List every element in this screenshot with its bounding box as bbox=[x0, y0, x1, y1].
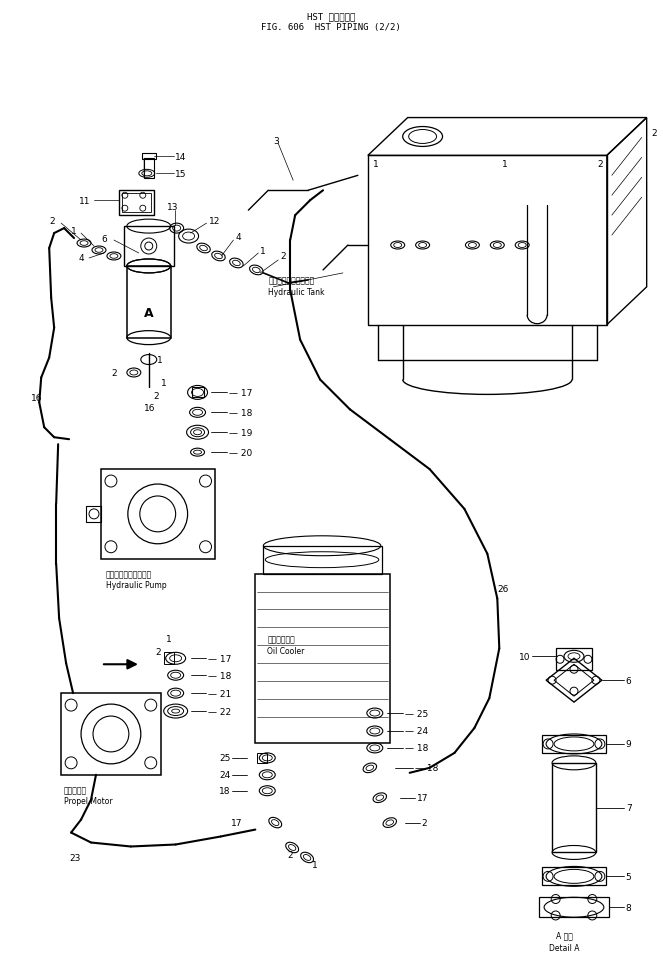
Text: Oil Cooler: Oil Cooler bbox=[267, 646, 304, 655]
Text: 17: 17 bbox=[231, 819, 243, 827]
Text: 1: 1 bbox=[373, 159, 379, 168]
Text: 23: 23 bbox=[69, 853, 80, 862]
Text: 2: 2 bbox=[280, 252, 286, 261]
Text: 1: 1 bbox=[261, 246, 266, 255]
Text: 24: 24 bbox=[219, 771, 231, 779]
Text: 17: 17 bbox=[416, 793, 428, 802]
Text: ハイドロリックタンク: ハイドロリックタンク bbox=[269, 276, 314, 285]
Text: 2: 2 bbox=[597, 159, 603, 168]
Text: 15: 15 bbox=[174, 169, 186, 179]
Text: 2: 2 bbox=[287, 850, 293, 859]
Text: — 18: — 18 bbox=[229, 409, 253, 418]
Text: 9: 9 bbox=[626, 739, 632, 749]
Text: 2: 2 bbox=[154, 391, 159, 400]
Bar bbox=[257, 753, 267, 763]
Bar bbox=[556, 648, 592, 671]
Text: ハイドロリックポンプ: ハイドロリックポンプ bbox=[106, 569, 152, 579]
Text: — 18: — 18 bbox=[208, 671, 231, 680]
Bar bbox=[192, 388, 204, 398]
Text: — 18: — 18 bbox=[414, 764, 438, 773]
Text: 2: 2 bbox=[49, 216, 55, 225]
Text: 11: 11 bbox=[79, 197, 91, 205]
Text: — 19: — 19 bbox=[229, 428, 253, 437]
Text: 4: 4 bbox=[235, 233, 241, 242]
Text: 16: 16 bbox=[144, 404, 155, 413]
Bar bbox=[263, 546, 382, 574]
Bar bbox=[101, 469, 215, 559]
Text: 14: 14 bbox=[174, 153, 186, 161]
Text: FIG. 606  HST PIPING (2/2): FIG. 606 HST PIPING (2/2) bbox=[261, 22, 401, 32]
Text: 7: 7 bbox=[626, 803, 632, 813]
Text: A 詳細: A 詳細 bbox=[556, 931, 572, 940]
Bar bbox=[542, 735, 606, 753]
Text: HST パイピング: HST パイピング bbox=[307, 12, 355, 21]
Text: 12: 12 bbox=[209, 216, 220, 225]
Text: 6: 6 bbox=[626, 676, 632, 685]
Text: 6: 6 bbox=[101, 235, 107, 244]
Bar bbox=[124, 227, 174, 267]
Bar bbox=[255, 574, 390, 743]
Text: — 21: — 21 bbox=[208, 689, 231, 698]
Text: 1: 1 bbox=[166, 634, 172, 644]
Text: Detail A: Detail A bbox=[549, 943, 579, 952]
Bar bbox=[86, 507, 101, 522]
Bar bbox=[164, 652, 174, 665]
Bar bbox=[61, 693, 160, 775]
Text: 4: 4 bbox=[79, 254, 85, 263]
Text: — 20: — 20 bbox=[229, 448, 253, 457]
Text: 2: 2 bbox=[422, 819, 427, 827]
Text: A: A bbox=[144, 307, 153, 320]
Text: 18: 18 bbox=[219, 786, 231, 795]
Text: Hydraulic Tank: Hydraulic Tank bbox=[269, 289, 325, 297]
Text: 1: 1 bbox=[156, 356, 162, 365]
Text: Propel Motor: Propel Motor bbox=[64, 796, 113, 805]
Bar bbox=[542, 867, 606, 885]
Text: — 24: — 24 bbox=[404, 727, 428, 735]
Text: 26: 26 bbox=[497, 585, 509, 594]
Bar bbox=[552, 763, 596, 853]
Bar bbox=[119, 191, 154, 216]
Text: 1: 1 bbox=[160, 378, 166, 387]
Bar bbox=[539, 898, 609, 917]
Text: 1: 1 bbox=[503, 159, 508, 168]
Text: — 25: — 25 bbox=[404, 709, 428, 718]
Text: 1: 1 bbox=[312, 860, 318, 869]
Text: 2: 2 bbox=[156, 647, 161, 656]
Bar bbox=[122, 194, 151, 213]
Text: 10: 10 bbox=[518, 652, 530, 661]
Text: 8: 8 bbox=[626, 903, 632, 911]
Text: 5: 5 bbox=[626, 872, 632, 881]
Text: オイルクーラ: オイルクーラ bbox=[267, 634, 295, 644]
Text: 2: 2 bbox=[111, 369, 117, 378]
Text: 25: 25 bbox=[219, 754, 231, 763]
Text: — 22: — 22 bbox=[208, 707, 231, 716]
Text: — 17: — 17 bbox=[208, 654, 231, 663]
Bar bbox=[142, 155, 156, 160]
Text: 13: 13 bbox=[166, 202, 178, 211]
Bar bbox=[144, 159, 154, 179]
Text: — 18: — 18 bbox=[404, 743, 428, 753]
Bar bbox=[127, 267, 170, 338]
Text: 2: 2 bbox=[652, 129, 657, 138]
Text: 16: 16 bbox=[31, 393, 42, 403]
Text: 1: 1 bbox=[71, 226, 77, 236]
Text: — 17: — 17 bbox=[229, 388, 253, 397]
Text: 走行モータ: 走行モータ bbox=[64, 785, 88, 794]
Text: 3: 3 bbox=[273, 137, 279, 146]
Text: Hydraulic Pump: Hydraulic Pump bbox=[106, 581, 166, 590]
